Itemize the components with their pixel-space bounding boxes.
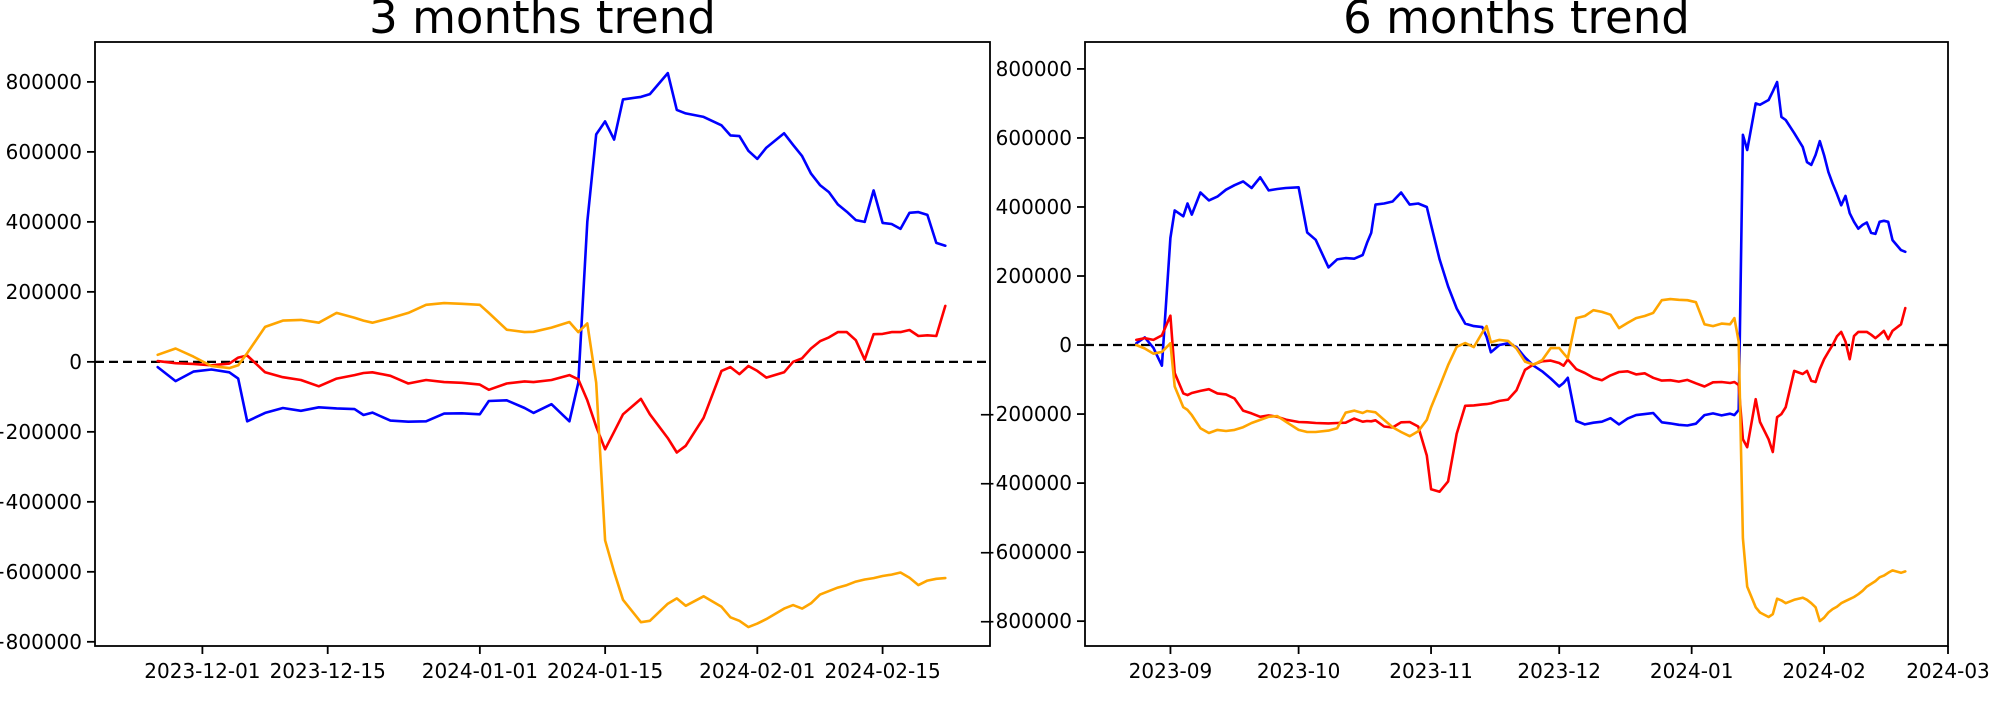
y-tick-label-0: 0: [69, 350, 82, 374]
y-tick-label-0: −200000: [0, 420, 82, 444]
series-line-blue-0: [156, 71, 947, 424]
chart-title-1: 6 months trend: [1343, 0, 1690, 44]
y-tick-label-1: 600000: [996, 126, 1072, 150]
y-tick-label-1: −800000: [979, 609, 1072, 633]
y-tick-label-0: −600000: [0, 560, 82, 584]
x-tick-label-0: 2023-12-01: [144, 659, 260, 683]
series-line-orange-0: [156, 301, 947, 629]
x-tick-label-0: 2023-12-15: [270, 659, 386, 683]
y-tick-label-0: −400000: [0, 490, 82, 514]
y-tick-label-1: −400000: [979, 471, 1072, 495]
x-tick-label-1: 2024-02: [1782, 659, 1866, 683]
x-tick-label-1: 2024-01: [1650, 659, 1734, 683]
y-tick-label-1: 800000: [996, 57, 1072, 81]
y-tick-label-1: 400000: [996, 195, 1072, 219]
plot-area-0: [95, 42, 990, 646]
series-line-red-0: [156, 304, 947, 454]
x-tick-label-1: 2023-09: [1129, 659, 1213, 683]
axes-spines-1: [1084, 41, 1949, 647]
series-line-orange-1: [1135, 297, 1907, 623]
y-tick-label-0: 400000: [6, 210, 82, 234]
y-tick-label-1: −200000: [979, 402, 1072, 426]
x-tick-label-1: 2023-10: [1257, 659, 1341, 683]
y-tick-label-0: 600000: [6, 140, 82, 164]
x-tick-label-0: 2024-02-01: [699, 659, 815, 683]
x-tick-label-1: 2024-03: [1906, 659, 1990, 683]
x-tick-label-0: 2024-01-01: [422, 659, 538, 683]
x-tick-label-0: 2024-02-15: [824, 659, 940, 683]
axes-spines-0: [94, 41, 991, 647]
x-tick-label-0: 2024-01-15: [547, 659, 663, 683]
y-tick-label-1: 0: [1059, 333, 1072, 357]
y-tick-label-0: 200000: [6, 280, 82, 304]
series-line-blue-1: [1135, 80, 1907, 427]
y-tick-label-1: −600000: [979, 540, 1072, 564]
x-tick-label-1: 2023-12: [1517, 659, 1601, 683]
y-tick-label-0: 800000: [6, 70, 82, 94]
y-tick-label-1: 200000: [996, 264, 1072, 288]
x-tick-label-1: 2023-11: [1389, 659, 1473, 683]
chart-title-0: 3 months trend: [369, 0, 716, 44]
y-tick-label-0: −800000: [0, 630, 82, 654]
